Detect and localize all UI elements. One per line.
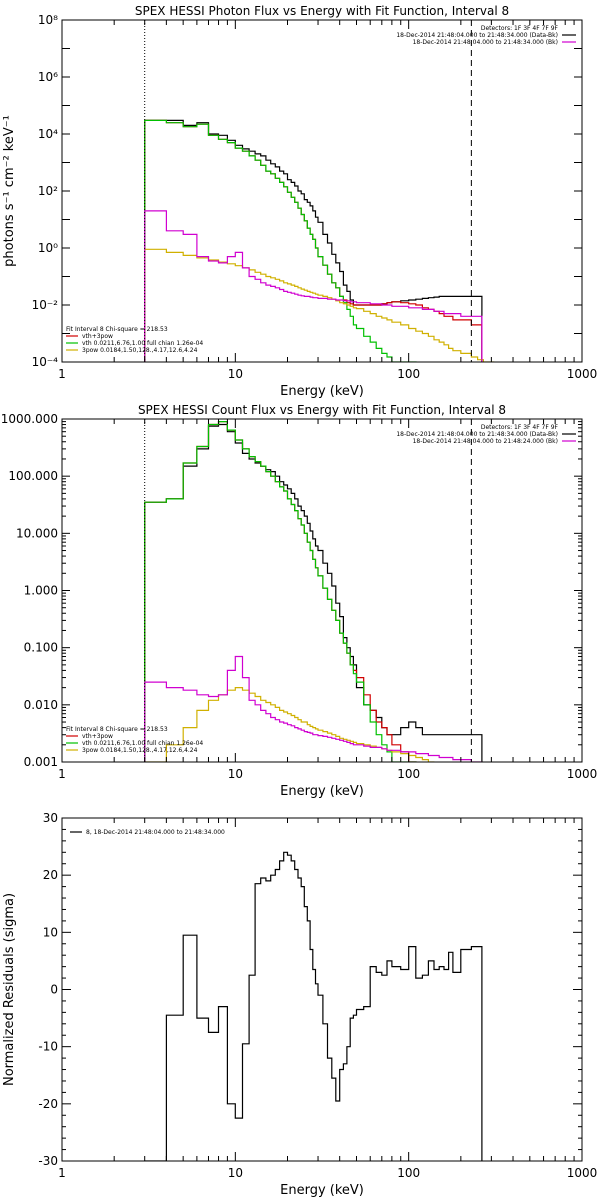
y-tick-label: 10⁻²: [32, 298, 59, 312]
chart-panel-3: 1 10 100 1000 -30 -20 -10 0 10 20 30 Energy (keV) No…: [2, 811, 597, 1198]
legend-bottom-left-text: vth 0.0211,6.76,1.00 full chian 1.26e-04: [82, 740, 203, 747]
y-tick-label: 0.010: [24, 698, 58, 712]
y-tick-label: 100.000: [8, 469, 58, 483]
legend-top-right-text: 18-Dec-2014 21:48:04.000 to 21:48:24.000…: [413, 438, 558, 445]
x-tick-label: 1000: [567, 1166, 598, 1180]
chart-panel-2: 1 10 100 1000 0.001 0.010 0.100 1.000 10.000 100.…: [1, 403, 598, 799]
x-tick-label: 10: [228, 1166, 243, 1180]
y-tick-label: 0.100: [24, 641, 58, 655]
y-tick-label: 30: [43, 811, 58, 825]
x-tick-label: 1: [58, 767, 66, 781]
y-tick-label: 10⁶: [38, 70, 58, 84]
series-line-0: [144, 119, 483, 362]
plot-frame: [61, 418, 583, 763]
y-tick-label: 10⁸: [38, 13, 58, 27]
chart-title: SPEX HESSI Count Flux vs Energy with Fit…: [138, 403, 506, 417]
x-tick-label: 10: [228, 767, 243, 781]
series-line-1: [144, 119, 483, 362]
legend-top-right-text: 18-Dec-2014 21:48:04.000 to 21:48:34.000…: [413, 39, 558, 46]
plot-frame: [61, 817, 583, 1162]
x-axis-label: Energy (keV): [280, 784, 364, 799]
y-tick-label: -10: [38, 1040, 58, 1054]
series-line-2: [144, 421, 417, 762]
legend-bottom-left-text: vth 0.0211,6.76,1.00 full chian 1.26e-04: [82, 340, 203, 347]
x-tick-label: 1000: [567, 767, 598, 781]
y-tick-label: -20: [38, 1097, 58, 1111]
x-axis-label: Energy (keV): [280, 384, 364, 399]
y-tick-label: 0.001: [24, 755, 58, 769]
legend-bottom-left-text: vth+3pow: [82, 733, 113, 740]
series-group: [144, 851, 483, 1161]
legend-top-left-text: 8, 18-Dec-2014 21:48:04.000 to 21:48:34.…: [86, 829, 225, 836]
y-tick-label: 0: [50, 983, 58, 997]
legend-bottom-left-text: 3pow 0.0184,1.50,128.,4.17,12.6,4.24: [82, 347, 198, 354]
x-tick-label: 1: [58, 367, 66, 381]
y-tick-label: 10: [43, 925, 58, 939]
legend-top-right-text: Detectors: 1F 3F 4F 7F 9F: [481, 424, 559, 431]
y-axis-label: Normalized Residuals (sigma): [2, 893, 17, 1086]
y-tick-label: 10⁻⁴: [32, 355, 59, 369]
series-group: [144, 119, 495, 362]
legend-bottom-left-text: 3pow 0.0184,1.50,128.,4.17,12.6,4.24: [82, 747, 198, 754]
series-line-4: [144, 210, 483, 362]
series-line-2: [144, 119, 417, 362]
y-axis-label: photons s⁻¹ cm⁻² keV⁻¹: [2, 115, 17, 267]
y-tick-label: 20: [43, 868, 58, 882]
y-tick-label: 1.000: [24, 584, 58, 598]
y-tick-label: 1000.000: [1, 412, 58, 426]
x-tick-label: 100: [397, 767, 420, 781]
chart-title: SPEX HESSI Photon Flux vs Energy with Fi…: [135, 4, 509, 18]
series-line-4: [144, 655, 482, 762]
y-tick-label: -30: [38, 1154, 58, 1168]
legend-bottom-left-text: vth+3pow: [82, 333, 113, 340]
x-tick-label: 1000: [567, 367, 598, 381]
series-line-0: [144, 851, 483, 1161]
series-group: [144, 421, 483, 762]
x-tick-label: 100: [397, 367, 420, 381]
x-tick-label: 100: [397, 1166, 420, 1180]
x-tick-label: 1: [58, 1166, 66, 1180]
y-tick-label: 10⁰: [38, 241, 58, 255]
series-line-0: [144, 423, 483, 762]
y-tick-label: 10.000: [16, 526, 58, 540]
legend-top-right-text: Detectors: 1F 3F 4F 7F 9F: [481, 25, 559, 32]
x-tick-label: 10: [228, 367, 243, 381]
series-line-3: [144, 248, 495, 362]
y-tick-label: 10²: [38, 184, 58, 198]
y-tick-label: 10⁴: [38, 127, 58, 141]
legend-top-right-text: 18-Dec-2014 21:48:04.000 to 21:48:34.000…: [396, 431, 558, 438]
plot-frame: [61, 19, 583, 363]
legend-bottom-left-text: Fit Interval 8 Chi-square = 218.53: [66, 326, 168, 333]
chart-panel-1: 1 10 100 1000 10⁻⁴ 10⁻² 10⁰ 10² 10⁴ 10⁶ 10⁸ SPEX HE…: [2, 4, 597, 399]
x-axis-label: Energy (keV): [280, 1183, 364, 1198]
legend-top-right-text: 18-Dec-2014 21:48:04.000 to 21:48:34.000…: [396, 32, 558, 39]
legend-bottom-left-text: Fit Interval 8 Chi-square = 218.53: [66, 726, 168, 733]
